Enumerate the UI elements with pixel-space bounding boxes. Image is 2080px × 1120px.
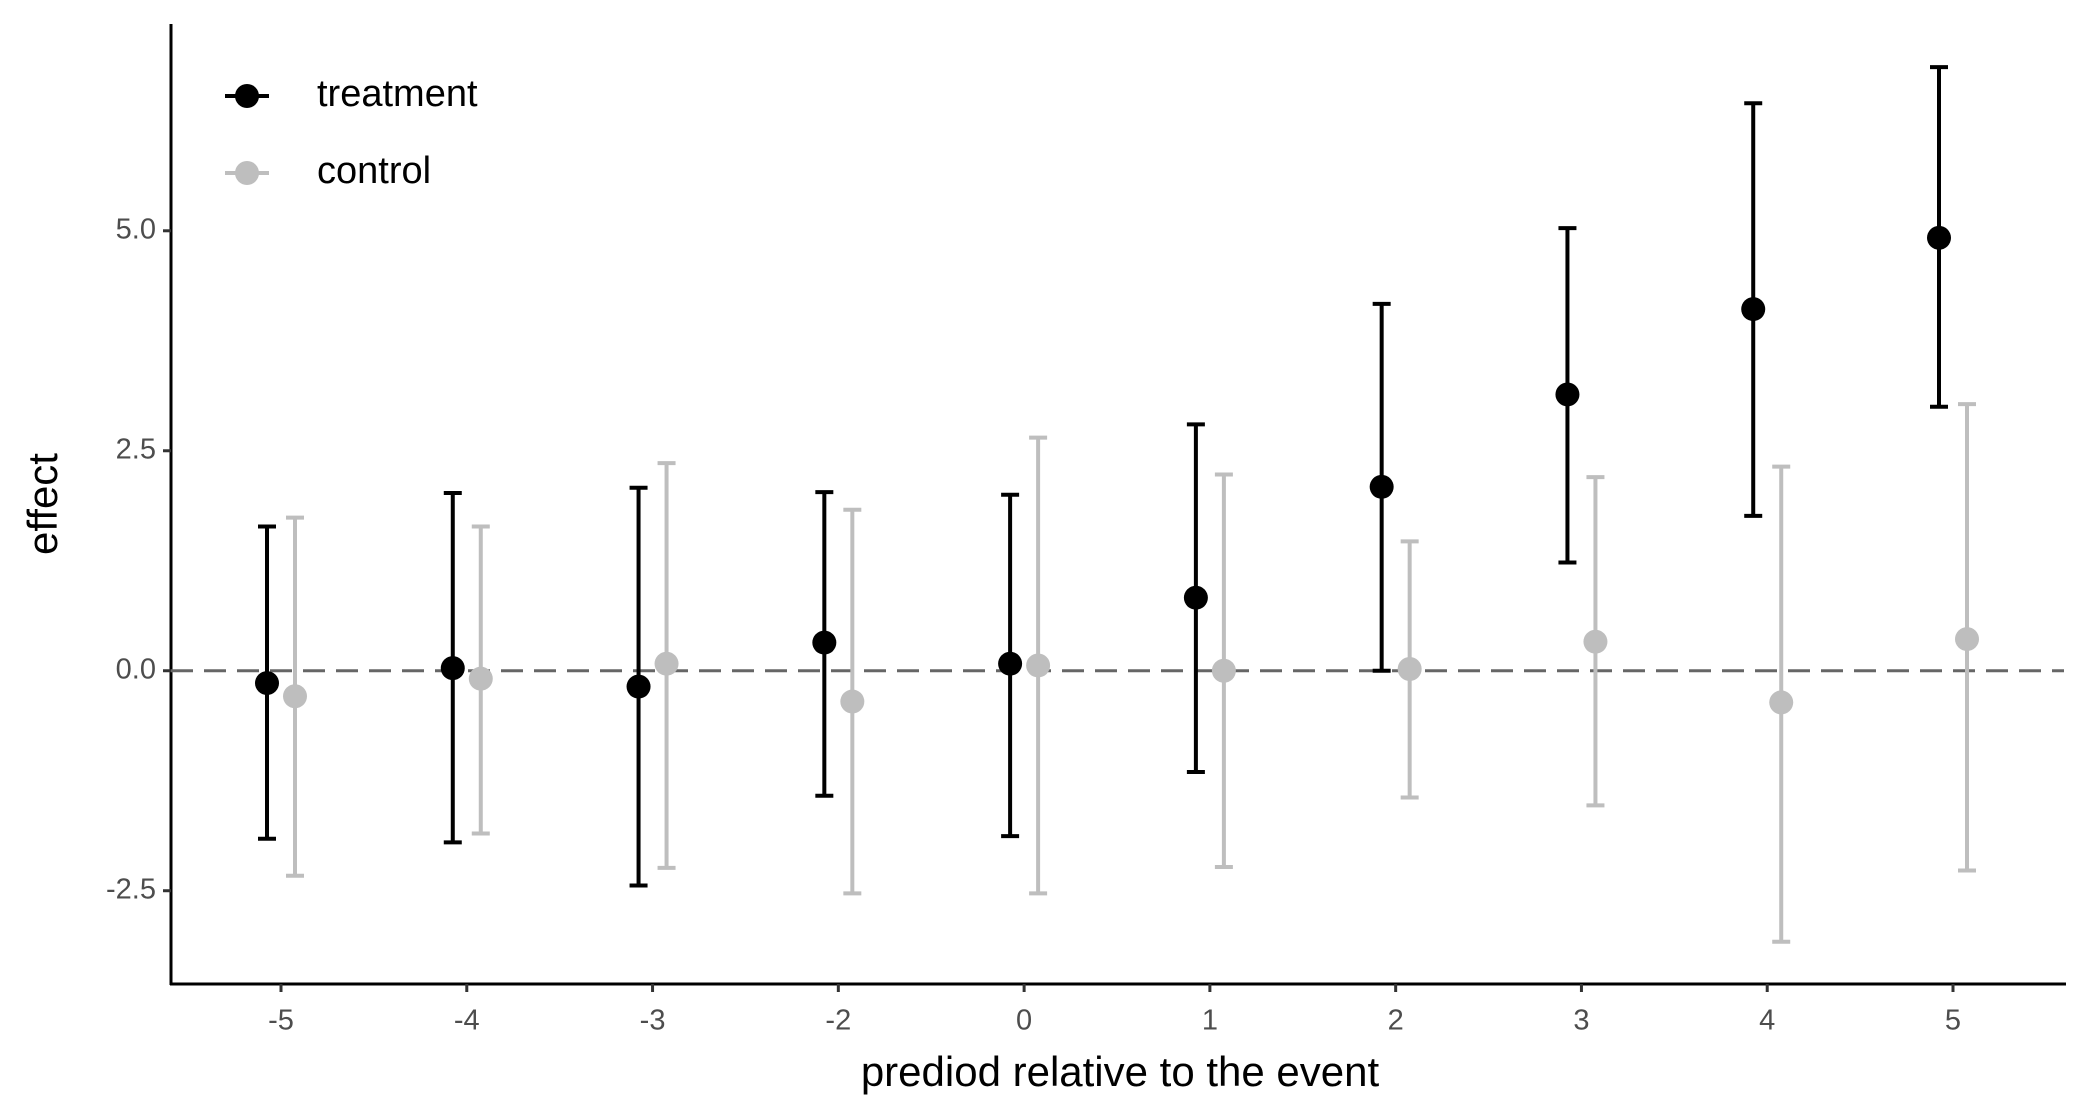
point <box>468 666 493 691</box>
y-tick-label: -2.5 <box>106 873 156 905</box>
point <box>255 671 279 696</box>
x-tick-label: -2 <box>825 1005 851 1037</box>
point <box>1026 653 1051 678</box>
point <box>1769 690 1794 715</box>
legend-marker <box>235 161 259 185</box>
x-tick-label: -3 <box>640 1005 666 1037</box>
y-tick-label: 2.5 <box>116 433 156 465</box>
point <box>283 684 307 709</box>
x-tick-label: 3 <box>1573 1005 1589 1037</box>
point <box>1741 297 1766 322</box>
point <box>812 630 837 655</box>
point <box>440 656 465 681</box>
point <box>1583 629 1608 654</box>
point <box>1369 474 1394 499</box>
legend-label: control <box>317 150 431 192</box>
point <box>840 689 865 714</box>
y-tick-label: 0.0 <box>116 653 156 685</box>
point <box>1955 627 1979 652</box>
x-tick-label: 4 <box>1759 1005 1775 1037</box>
x-tick-label: 1 <box>1202 1005 1218 1037</box>
y-tick-label: 5.0 <box>116 213 156 245</box>
point <box>1555 382 1580 407</box>
point <box>1927 225 1951 250</box>
legend-marker <box>235 84 259 108</box>
x-tick-label: 0 <box>1016 1005 1032 1037</box>
point <box>654 651 679 676</box>
legend-label: treatment <box>317 73 478 115</box>
y-axis-title: effect <box>19 453 66 555</box>
point <box>626 674 651 699</box>
point <box>1397 656 1422 681</box>
x-tick-label: 2 <box>1388 1005 1404 1037</box>
x-tick-label: -5 <box>268 1005 294 1037</box>
point <box>1211 658 1236 683</box>
point <box>998 651 1023 676</box>
x-tick-label: 5 <box>1945 1005 1961 1037</box>
point <box>1183 585 1208 610</box>
x-tick-label: -4 <box>454 1005 480 1037</box>
x-axis-title: prediod relative to the event <box>861 1048 1380 1095</box>
